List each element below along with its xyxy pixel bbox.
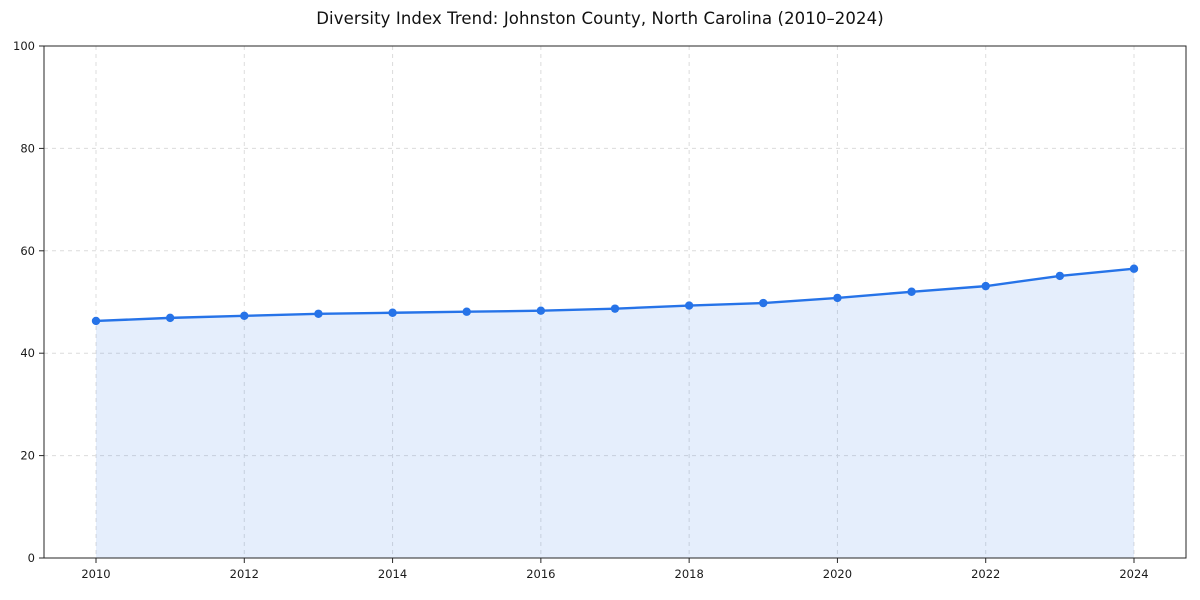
data-point — [684, 301, 694, 310]
data-point — [91, 316, 101, 326]
data-point — [907, 287, 916, 296]
y-tick-label: 40 — [20, 346, 35, 360]
data-point — [165, 313, 175, 323]
data-point — [1055, 271, 1065, 281]
x-tick-label: 2010 — [81, 567, 110, 581]
y-tick-label: 0 — [28, 551, 35, 565]
plot-border — [43, 45, 1187, 559]
data-point — [759, 298, 768, 308]
data-point — [833, 293, 842, 303]
data-point — [462, 307, 471, 316]
data-point — [1129, 264, 1139, 273]
data-point — [240, 311, 249, 321]
y-tick-label: 20 — [20, 449, 35, 463]
data-point — [536, 306, 546, 315]
x-tick-label: 2024 — [1119, 567, 1148, 581]
data-point — [981, 281, 990, 291]
data-point — [314, 309, 323, 318]
chart-title: Diversity Index Trend: Johnston County, … — [316, 9, 884, 28]
x-tick-label: 2012 — [230, 567, 259, 581]
y-tick-label: 80 — [20, 141, 35, 155]
y-tick-label: 60 — [20, 244, 35, 258]
area-fill — [96, 268, 1134, 558]
y-tick-label: 100 — [13, 39, 35, 53]
data-point — [610, 304, 620, 313]
x-tick-label: 2014 — [378, 567, 407, 581]
data-point — [388, 308, 397, 317]
x-tick-label: 2022 — [971, 567, 1000, 581]
x-tick-label: 2016 — [526, 567, 555, 581]
x-tick-label: 2020 — [823, 567, 852, 581]
x-tick-label: 2018 — [675, 567, 704, 581]
